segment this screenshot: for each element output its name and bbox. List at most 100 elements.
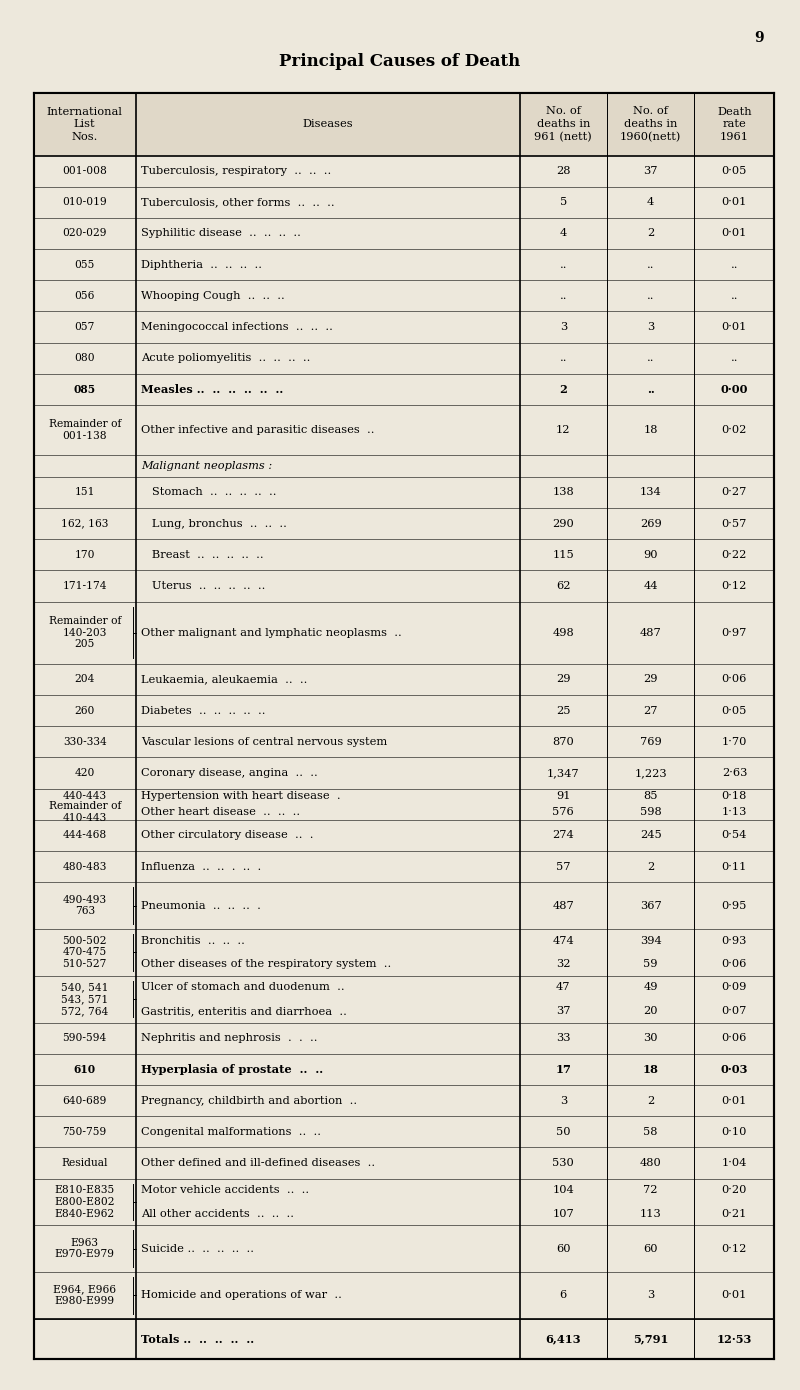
Text: ..: .. [647, 291, 654, 300]
Text: 0·95: 0·95 [722, 901, 747, 910]
Text: 0·00: 0·00 [721, 384, 748, 395]
Text: 3: 3 [647, 322, 654, 332]
Text: 60: 60 [556, 1244, 570, 1254]
Text: 020-029: 020-029 [62, 228, 107, 239]
Text: 0·97: 0·97 [722, 628, 747, 638]
Text: 18: 18 [643, 425, 658, 435]
Text: 576: 576 [552, 808, 574, 817]
Text: Other diseases of the respiratory system  ..: Other diseases of the respiratory system… [142, 959, 392, 969]
Text: 245: 245 [640, 830, 662, 841]
Text: 6,413: 6,413 [546, 1333, 581, 1344]
Text: Influenza  ..  ..  .  ..  .: Influenza .. .. . .. . [142, 862, 262, 872]
Text: Death
rate
1961: Death rate 1961 [717, 107, 752, 142]
Text: 9: 9 [754, 31, 764, 44]
Text: 085: 085 [74, 384, 96, 395]
Text: 2·63: 2·63 [722, 769, 747, 778]
Text: 2: 2 [559, 384, 567, 395]
Text: Motor vehicle accidents  ..  ..: Motor vehicle accidents .. .. [142, 1186, 310, 1195]
Text: 1·70: 1·70 [722, 737, 747, 746]
Text: 58: 58 [643, 1127, 658, 1137]
Text: 27: 27 [643, 706, 658, 716]
Text: E810-E835
E800-E802
E840-E962: E810-E835 E800-E802 E840-E962 [54, 1186, 115, 1219]
Text: Lung, bronchus  ..  ..  ..: Lung, bronchus .. .. .. [142, 518, 287, 528]
Text: Hypertension with heart disease  .: Hypertension with heart disease . [142, 791, 341, 802]
Text: 104: 104 [552, 1186, 574, 1195]
Text: 29: 29 [556, 674, 570, 684]
Text: Principal Causes of Death: Principal Causes of Death [279, 53, 521, 70]
Text: 1,347: 1,347 [547, 769, 579, 778]
Text: 18: 18 [642, 1063, 658, 1074]
Text: 1,223: 1,223 [634, 769, 667, 778]
Text: Homicide and operations of war  ..: Homicide and operations of war .. [142, 1290, 342, 1301]
Text: 171-174: 171-174 [62, 581, 107, 591]
Text: 598: 598 [640, 808, 662, 817]
Text: 59: 59 [643, 959, 658, 969]
Text: 57: 57 [556, 862, 570, 872]
Text: E964, E966
E980-E999: E964, E966 E980-E999 [54, 1284, 116, 1307]
Text: 3: 3 [560, 322, 567, 332]
Text: Diseases: Diseases [302, 120, 353, 129]
Text: 85: 85 [643, 791, 658, 802]
Text: 113: 113 [640, 1209, 662, 1219]
Text: 474: 474 [552, 935, 574, 945]
Text: ..: .. [730, 353, 738, 363]
Text: 2: 2 [647, 228, 654, 239]
Text: 0·57: 0·57 [722, 518, 747, 528]
Text: 269: 269 [640, 518, 662, 528]
Text: No. of
deaths in
1960(nett): No. of deaths in 1960(nett) [620, 106, 682, 142]
Text: 0·05: 0·05 [722, 165, 747, 177]
Text: ..: .. [647, 353, 654, 363]
Text: 5: 5 [560, 197, 567, 207]
Text: 487: 487 [640, 628, 662, 638]
Text: 080: 080 [74, 353, 95, 363]
Text: No. of
deaths in
961 (nett): No. of deaths in 961 (nett) [534, 106, 592, 142]
Text: 0·11: 0·11 [722, 862, 747, 872]
Text: 49: 49 [643, 983, 658, 992]
Text: 367: 367 [640, 901, 662, 910]
Text: Meningococcal infections  ..  ..  ..: Meningococcal infections .. .. .. [142, 322, 334, 332]
Text: 90: 90 [643, 549, 658, 560]
Text: 0·18: 0·18 [722, 791, 747, 802]
Text: Coronary disease, angina  ..  ..: Coronary disease, angina .. .. [142, 769, 318, 778]
Text: 444-468: 444-468 [62, 830, 107, 841]
Text: 37: 37 [556, 1006, 570, 1016]
Text: 0·93: 0·93 [722, 935, 747, 945]
Text: 500-502
470-475
510-527: 500-502 470-475 510-527 [62, 935, 107, 969]
Text: Leukaemia, aleukaemia  ..  ..: Leukaemia, aleukaemia .. .. [142, 674, 308, 684]
Text: 498: 498 [552, 628, 574, 638]
Text: Stomach  ..  ..  ..  ..  ..: Stomach .. .. .. .. .. [142, 488, 277, 498]
Text: 162, 163: 162, 163 [61, 518, 109, 528]
Text: Diabetes  ..  ..  ..  ..  ..: Diabetes .. .. .. .. .. [142, 706, 266, 716]
Text: 0·10: 0·10 [722, 1127, 747, 1137]
Text: Congenital malformations  ..  ..: Congenital malformations .. .. [142, 1127, 322, 1137]
Text: 260: 260 [74, 706, 95, 716]
Text: 0·06: 0·06 [722, 674, 747, 684]
Text: 640-689: 640-689 [62, 1095, 107, 1105]
Text: 769: 769 [640, 737, 662, 746]
Text: Acute poliomyelitis  ..  ..  ..  ..: Acute poliomyelitis .. .. .. .. [142, 353, 311, 363]
Text: 2: 2 [647, 862, 654, 872]
Text: 0·07: 0·07 [722, 1006, 747, 1016]
Text: 1·04: 1·04 [722, 1158, 747, 1168]
Text: 440-443: 440-443 [62, 791, 106, 802]
Text: All other accidents  ..  ..  ..: All other accidents .. .. .. [142, 1209, 294, 1219]
Text: 29: 29 [643, 674, 658, 684]
Text: 057: 057 [74, 322, 95, 332]
Text: 62: 62 [556, 581, 570, 591]
Text: Other malignant and lymphatic neoplasms  ..: Other malignant and lymphatic neoplasms … [142, 628, 402, 638]
Text: 0·06: 0·06 [722, 959, 747, 969]
Text: Other defined and ill-defined diseases  ..: Other defined and ill-defined diseases .… [142, 1158, 375, 1168]
Text: 72: 72 [643, 1186, 658, 1195]
Text: Gastritis, enteritis and diarrhoea  ..: Gastritis, enteritis and diarrhoea .. [142, 1006, 347, 1016]
Text: 0·01: 0·01 [722, 1290, 747, 1301]
Text: Malignant neoplasms :: Malignant neoplasms : [142, 461, 273, 471]
Text: Uterus  ..  ..  ..  ..  ..: Uterus .. .. .. .. .. [142, 581, 266, 591]
Text: Syphilitic disease  ..  ..  ..  ..: Syphilitic disease .. .. .. .. [142, 228, 302, 239]
Text: 010-019: 010-019 [62, 197, 107, 207]
Text: 28: 28 [556, 165, 570, 177]
Text: 0·01: 0·01 [722, 228, 747, 239]
Text: ..: .. [730, 260, 738, 270]
Text: Residual: Residual [62, 1158, 108, 1168]
Text: 001-008: 001-008 [62, 165, 107, 177]
Text: 0·09: 0·09 [722, 983, 747, 992]
